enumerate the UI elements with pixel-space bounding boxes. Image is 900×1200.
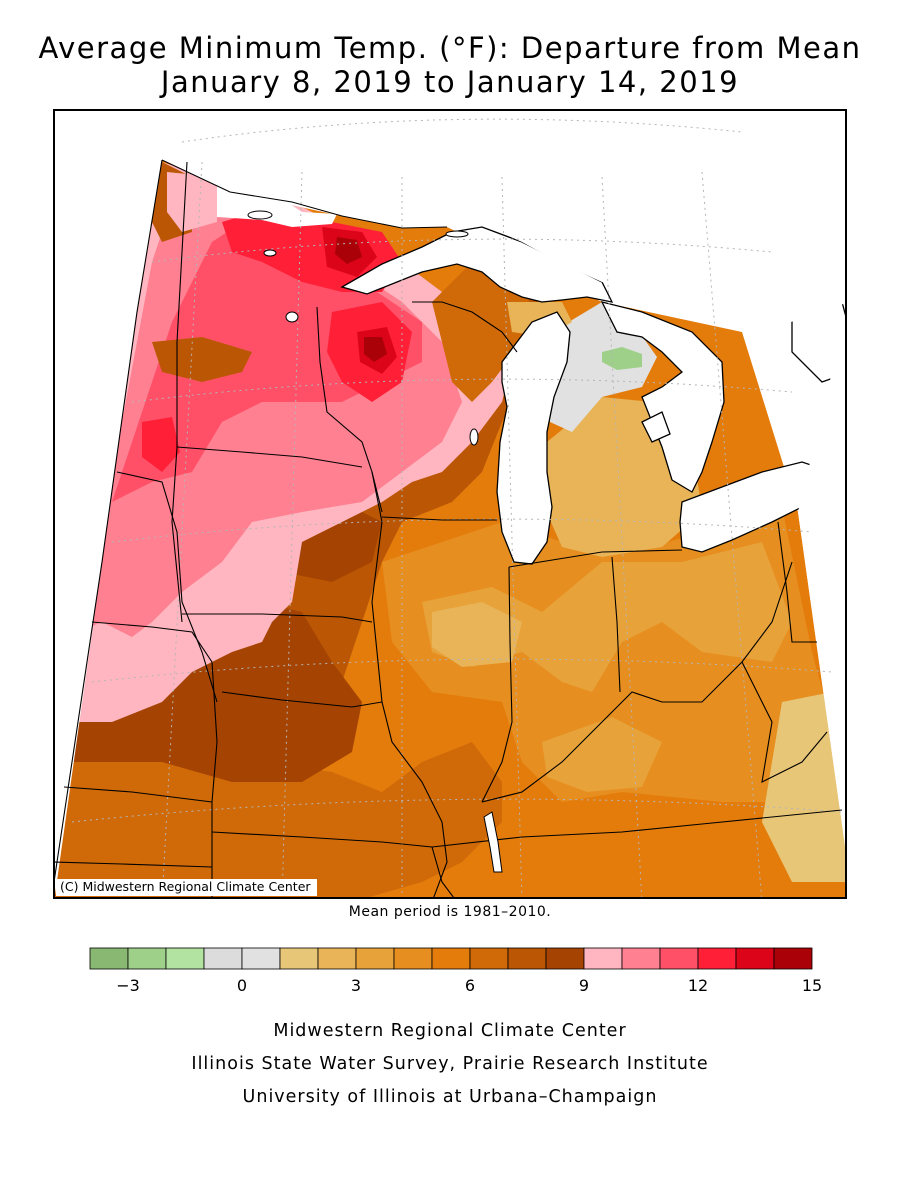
fill-zone-14to15-wi <box>364 337 387 362</box>
map-title: Average Minimum Temp. (°F): Departure fr… <box>38 31 862 65</box>
legend-bin <box>89 947 129 970</box>
il-in <box>481 566 513 803</box>
legend-tick-label: 12 <box>688 976 708 995</box>
legend-bin <box>165 947 205 970</box>
mississippi-east <box>371 471 383 703</box>
lake-winnebago <box>469 428 479 446</box>
legend-bin <box>773 947 813 970</box>
legend-tick-label: −3 <box>116 976 140 995</box>
legend-bin <box>127 947 167 970</box>
mo-east-river <box>381 701 448 897</box>
footer-university: University of Illinois at Urbana–Champai… <box>242 1087 658 1107</box>
graticule <box>71 118 843 897</box>
map-panel: (C) Midwestern Regional Climate Center <box>53 109 847 899</box>
state-boundaries <box>55 159 843 897</box>
mn-west <box>171 161 188 623</box>
fill-zone-3to4-lower <box>542 717 662 792</box>
saginaw-bay <box>641 411 671 443</box>
legend-bin <box>507 947 547 970</box>
mean-period-note: Mean period is 1981–2010. <box>348 904 552 920</box>
legend-ticks: −3 0 3 6 9 12 15 <box>116 976 822 995</box>
sd-ne <box>91 621 213 663</box>
fill-zone-1to2-ohio <box>762 692 845 882</box>
departure-map <box>55 111 845 897</box>
mn-ia <box>182 613 373 623</box>
lake-of-the-woods <box>247 210 273 220</box>
ne-ks <box>63 786 213 803</box>
nd-sd <box>176 446 363 468</box>
legend-bin <box>355 947 395 970</box>
fill-zone-9to10-nd-spot <box>167 172 217 232</box>
fill-zone-2to3-iowa-il <box>432 602 522 667</box>
pa-oh <box>777 521 817 643</box>
legend-bin <box>279 947 319 970</box>
domain-outline <box>55 159 163 880</box>
mi-in-oh <box>508 549 683 568</box>
ia-mo <box>221 691 383 708</box>
isle-royale <box>445 230 469 238</box>
il-mo-lower <box>431 846 454 897</box>
lake-erie <box>679 461 834 553</box>
color-legend: −3 0 3 6 9 12 15 <box>89 947 822 995</box>
wv-va <box>741 661 828 783</box>
kentucky-lake <box>483 811 503 873</box>
legend-bin <box>735 947 775 970</box>
ohio-river <box>481 561 793 803</box>
legend-bin <box>469 947 509 970</box>
great-lakes <box>340 226 845 565</box>
legend-bin <box>545 947 585 970</box>
upper-red-lake <box>263 249 277 257</box>
lake-michigan <box>496 311 571 565</box>
fill-zone-6to7 <box>55 742 502 897</box>
wi-il <box>381 516 497 521</box>
legend-bin <box>583 947 623 970</box>
legend-tick-label: 3 <box>351 976 361 995</box>
legend-bin <box>241 947 281 970</box>
legend-tick-label: 0 <box>237 976 247 995</box>
footer-survey: Illinois State Water Survey, Prairie Res… <box>191 1054 709 1074</box>
footer-org: Midwestern Regional Climate Center <box>273 1021 627 1041</box>
legend-bin <box>659 947 699 970</box>
legend-bins <box>89 947 813 970</box>
legend-tick-label: 15 <box>802 976 822 995</box>
map-date-range: January 8, 2019 to January 14, 2019 <box>160 65 740 99</box>
mo-ar <box>211 831 433 848</box>
copyright-label: (C) Midwestern Regional Climate Center <box>56 879 317 896</box>
legend-bin <box>317 947 357 970</box>
legend-tick-label: 6 <box>465 976 475 995</box>
ks-ok <box>55 861 213 868</box>
wi-up-mi <box>412 301 518 353</box>
lake-huron <box>600 301 725 493</box>
mo-ks <box>211 661 218 897</box>
fill-zone-3to4 <box>422 542 792 692</box>
legend-bin <box>393 947 433 970</box>
mille-lacs <box>285 311 299 323</box>
small-lakes <box>247 210 503 873</box>
fill-zone-12to13-sd <box>142 417 180 472</box>
fill-zone-6to7-wi-lakeshore <box>432 262 532 402</box>
legend-bin <box>431 947 471 970</box>
in-oh <box>611 556 621 693</box>
us-canada-border <box>161 159 448 229</box>
sd-mn-river <box>116 471 218 703</box>
legend-tick-label: 9 <box>579 976 589 995</box>
legend-bin <box>697 947 737 970</box>
fill-zone-14to15 <box>335 237 362 264</box>
legend-bin <box>203 947 243 970</box>
legend-bin <box>621 947 661 970</box>
